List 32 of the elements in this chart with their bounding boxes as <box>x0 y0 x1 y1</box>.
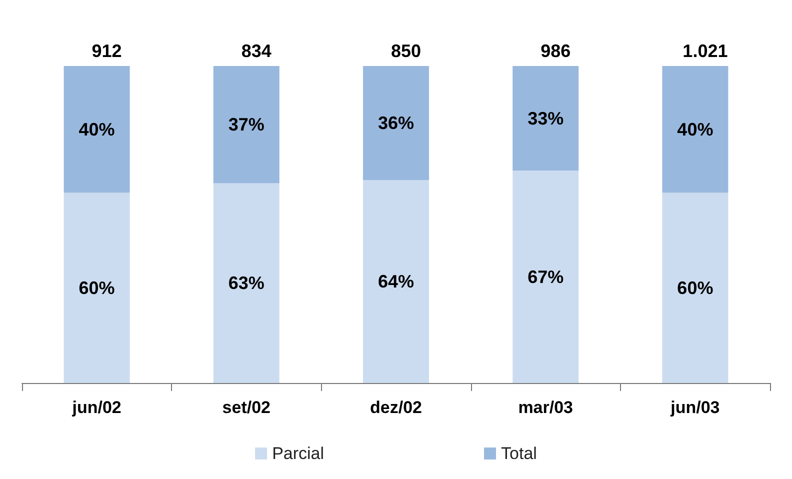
data-label: 67% <box>528 266 564 287</box>
data-label: 60% <box>677 278 714 298</box>
bar <box>64 66 130 193</box>
data-label: 33% <box>528 108 564 128</box>
bar <box>512 66 579 171</box>
x-tick-label: jun/03 <box>670 398 720 417</box>
annotation: 834 <box>241 41 272 61</box>
data-label: 60% <box>78 278 115 298</box>
annotation: 912 <box>92 41 122 61</box>
bar <box>213 183 280 383</box>
data-label: 36% <box>378 113 414 134</box>
legend-label: Total <box>501 444 537 463</box>
legend-label: Parcial <box>272 444 324 463</box>
x-tick-label: dez/02 <box>370 398 422 417</box>
bar <box>363 66 429 180</box>
bar <box>512 170 579 383</box>
data-label: 40% <box>677 119 714 140</box>
annotation: 850 <box>390 41 422 61</box>
x-tick-label: jun/02 <box>71 398 122 417</box>
x-tick-label: set/02 <box>222 398 270 417</box>
x-tick-label: mar/03 <box>518 398 574 417</box>
data-label: 64% <box>378 272 414 292</box>
bar <box>363 180 429 383</box>
data-label: 40% <box>78 119 115 140</box>
bar <box>662 192 728 383</box>
annotation: 1.021 <box>682 41 728 61</box>
bar <box>64 192 130 383</box>
annotation: 986 <box>540 41 571 61</box>
bar <box>213 66 280 184</box>
data-label: 37% <box>228 114 264 135</box>
bar <box>662 66 728 193</box>
data-label: 63% <box>228 273 264 294</box>
